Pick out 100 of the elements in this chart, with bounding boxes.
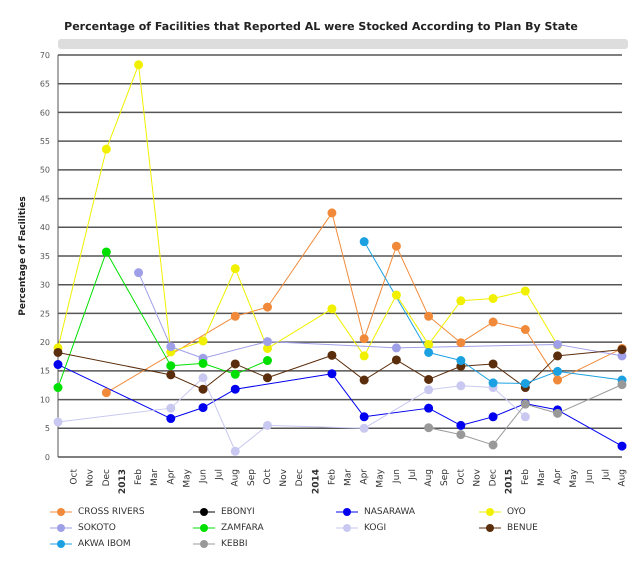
point [327,304,336,314]
y-axis-title: Percentage of Facilities [18,196,28,316]
y-tick-label: 0 [44,452,50,462]
x-tick-label: Aug [424,469,434,487]
legend-label: NASARAWA [364,507,416,517]
x-tick-label: May [569,468,580,488]
point [456,420,466,430]
point [553,408,562,418]
x-tick-label: Oct [262,468,273,485]
point [327,369,336,378]
point [488,378,498,388]
y-tick-label: 35 [40,252,50,261]
point [553,376,562,385]
x-tick-label: Dec [295,468,306,486]
y-tick-label: 45 [40,194,50,204]
x-tick-label: Sep [246,468,257,486]
point [488,440,498,450]
y-tick-label: 40 [40,223,50,232]
point [424,404,434,413]
y-tick-label: 70 [40,50,50,60]
point [166,342,176,352]
y-tick-label: 60 [40,108,50,118]
point [456,296,466,306]
y-tick-label: 30 [40,280,50,290]
point [198,358,208,368]
y-tick-label: 55 [40,136,50,146]
x-tick-label: Oct [456,468,466,485]
point [360,424,369,433]
point [520,286,530,296]
x-tick-label: Feb [327,468,338,485]
x-tick-label: Apr [552,468,564,485]
point [424,385,434,394]
point [488,359,498,368]
x-tick-label: Jul [601,469,612,481]
point [262,420,272,430]
point [424,312,434,321]
x-tick-label: May [182,468,192,488]
point [488,294,498,303]
point [392,290,401,300]
point [392,343,401,352]
point [54,417,62,426]
y-tick-label: 20 [40,338,50,347]
x-tick-label: Feb [520,468,531,485]
point [198,373,208,382]
point [166,370,176,380]
x-tick-label: Mar [344,468,354,486]
point [262,373,272,382]
point [262,337,272,346]
x-tick-label: Oct [70,468,80,485]
legend-label: CROSS RIVERS [78,507,145,517]
legend-label: AKWA IBOM [78,539,131,549]
point [424,423,434,432]
point [553,351,562,360]
x-tick-label: 2014 [311,469,322,494]
point [327,350,336,360]
legend-label: KEBBI [221,539,248,549]
point [424,348,434,357]
point [456,356,466,366]
x-tick-label: Jun [198,469,208,484]
legend-label: BENUE [507,523,538,533]
point [102,388,111,398]
point [392,355,401,364]
point [520,378,530,388]
y-tick-label: 15 [40,366,50,376]
x-tick-label: Sep [440,468,450,486]
x-tick-label: Mar [150,468,160,486]
point [392,242,401,251]
point [360,237,369,246]
point [488,318,498,327]
x-tick-label: Aug [230,469,241,487]
point [166,414,176,424]
point [456,381,466,390]
point [230,264,240,274]
x-tick-label: Dec [488,468,499,486]
point [198,336,208,346]
point [230,384,240,394]
x-tick-label: Dec [102,468,112,486]
chart-title: Percentage of Facilities that Reported AL were Stocked According to Plan By State [63,19,579,35]
y-tick-label: 50 [40,166,50,175]
y-tick-label: 5 [44,424,50,434]
point [102,247,111,256]
point [360,334,369,344]
point [230,359,240,368]
legend-label: OYO [507,507,526,517]
point [262,356,272,366]
x-tick-label: Aug [617,469,628,487]
y-tick-label: 65 [40,80,50,89]
x-tick-label: Jul [214,469,225,481]
point [520,325,530,334]
x-tick-label: 2015 [504,469,515,494]
x-tick-label: Mar [536,468,547,486]
legend-label: SOKOTO [78,523,116,533]
x-tick-label: May [376,468,386,488]
legend-label: EBONYI [221,507,255,517]
point [54,383,62,392]
point [553,366,562,376]
point [230,370,240,379]
y-tick-label: 10 [40,395,50,404]
x-tick-label: Apr [166,468,176,485]
point [134,60,144,70]
